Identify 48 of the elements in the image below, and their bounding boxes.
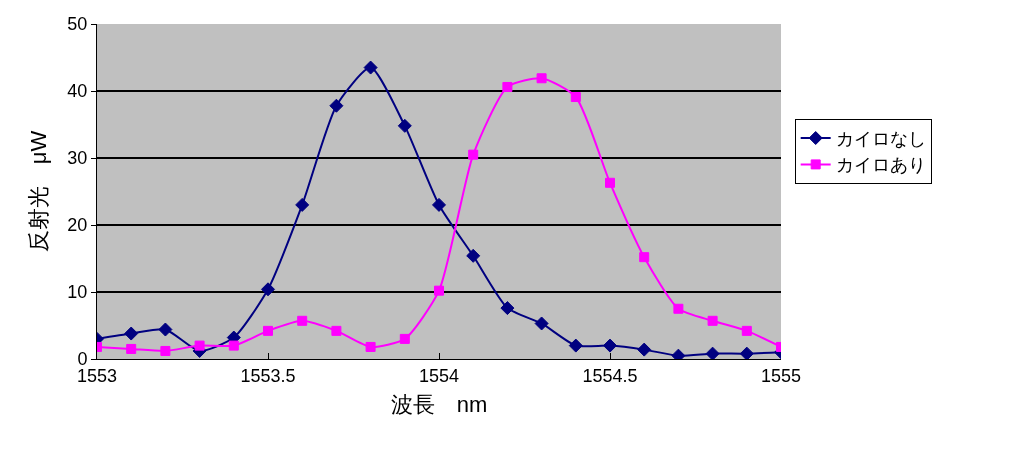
point [500, 301, 515, 316]
point [568, 338, 583, 353]
point [126, 343, 137, 354]
point [263, 325, 273, 336]
point [637, 342, 652, 357]
x-tick-label: 1554 [418, 365, 460, 386]
x-tick-label: 1553.5 [240, 365, 296, 386]
point [363, 60, 378, 75]
point [365, 341, 376, 352]
y-tick-label: 30 [67, 148, 88, 169]
point [261, 282, 275, 297]
point [397, 118, 412, 133]
y-tick-label: 10 [67, 282, 88, 303]
point [639, 252, 650, 263]
point [434, 285, 444, 296]
legend-label: カイロあり [835, 155, 926, 176]
point [741, 325, 752, 336]
y-tick-label: 20 [67, 215, 88, 236]
legend-label: カイロなし [835, 129, 926, 150]
point [160, 345, 171, 356]
point [295, 197, 310, 212]
y-tick-label: 50 [67, 14, 88, 35]
x-tick-label: 1555 [760, 365, 802, 386]
point [124, 326, 139, 341]
point [536, 73, 547, 84]
point [466, 248, 481, 263]
point [673, 303, 684, 314]
point [570, 92, 581, 103]
point [399, 333, 410, 344]
point [603, 338, 617, 353]
x-axis-title: 波長 nm [390, 392, 488, 418]
point [534, 316, 549, 331]
point [158, 322, 173, 337]
point [228, 340, 239, 351]
point [331, 325, 342, 336]
point [502, 81, 513, 92]
point [468, 149, 479, 160]
y-axis-title: 反射光 μW [26, 130, 52, 253]
point [605, 177, 615, 188]
x-tick-label: 1554.5 [582, 365, 638, 386]
point [329, 98, 344, 113]
point [194, 340, 205, 351]
point [705, 346, 720, 359]
point [432, 197, 446, 212]
point [739, 346, 754, 359]
point [297, 315, 308, 326]
point [707, 315, 718, 326]
y-tick-label: 40 [67, 81, 88, 102]
